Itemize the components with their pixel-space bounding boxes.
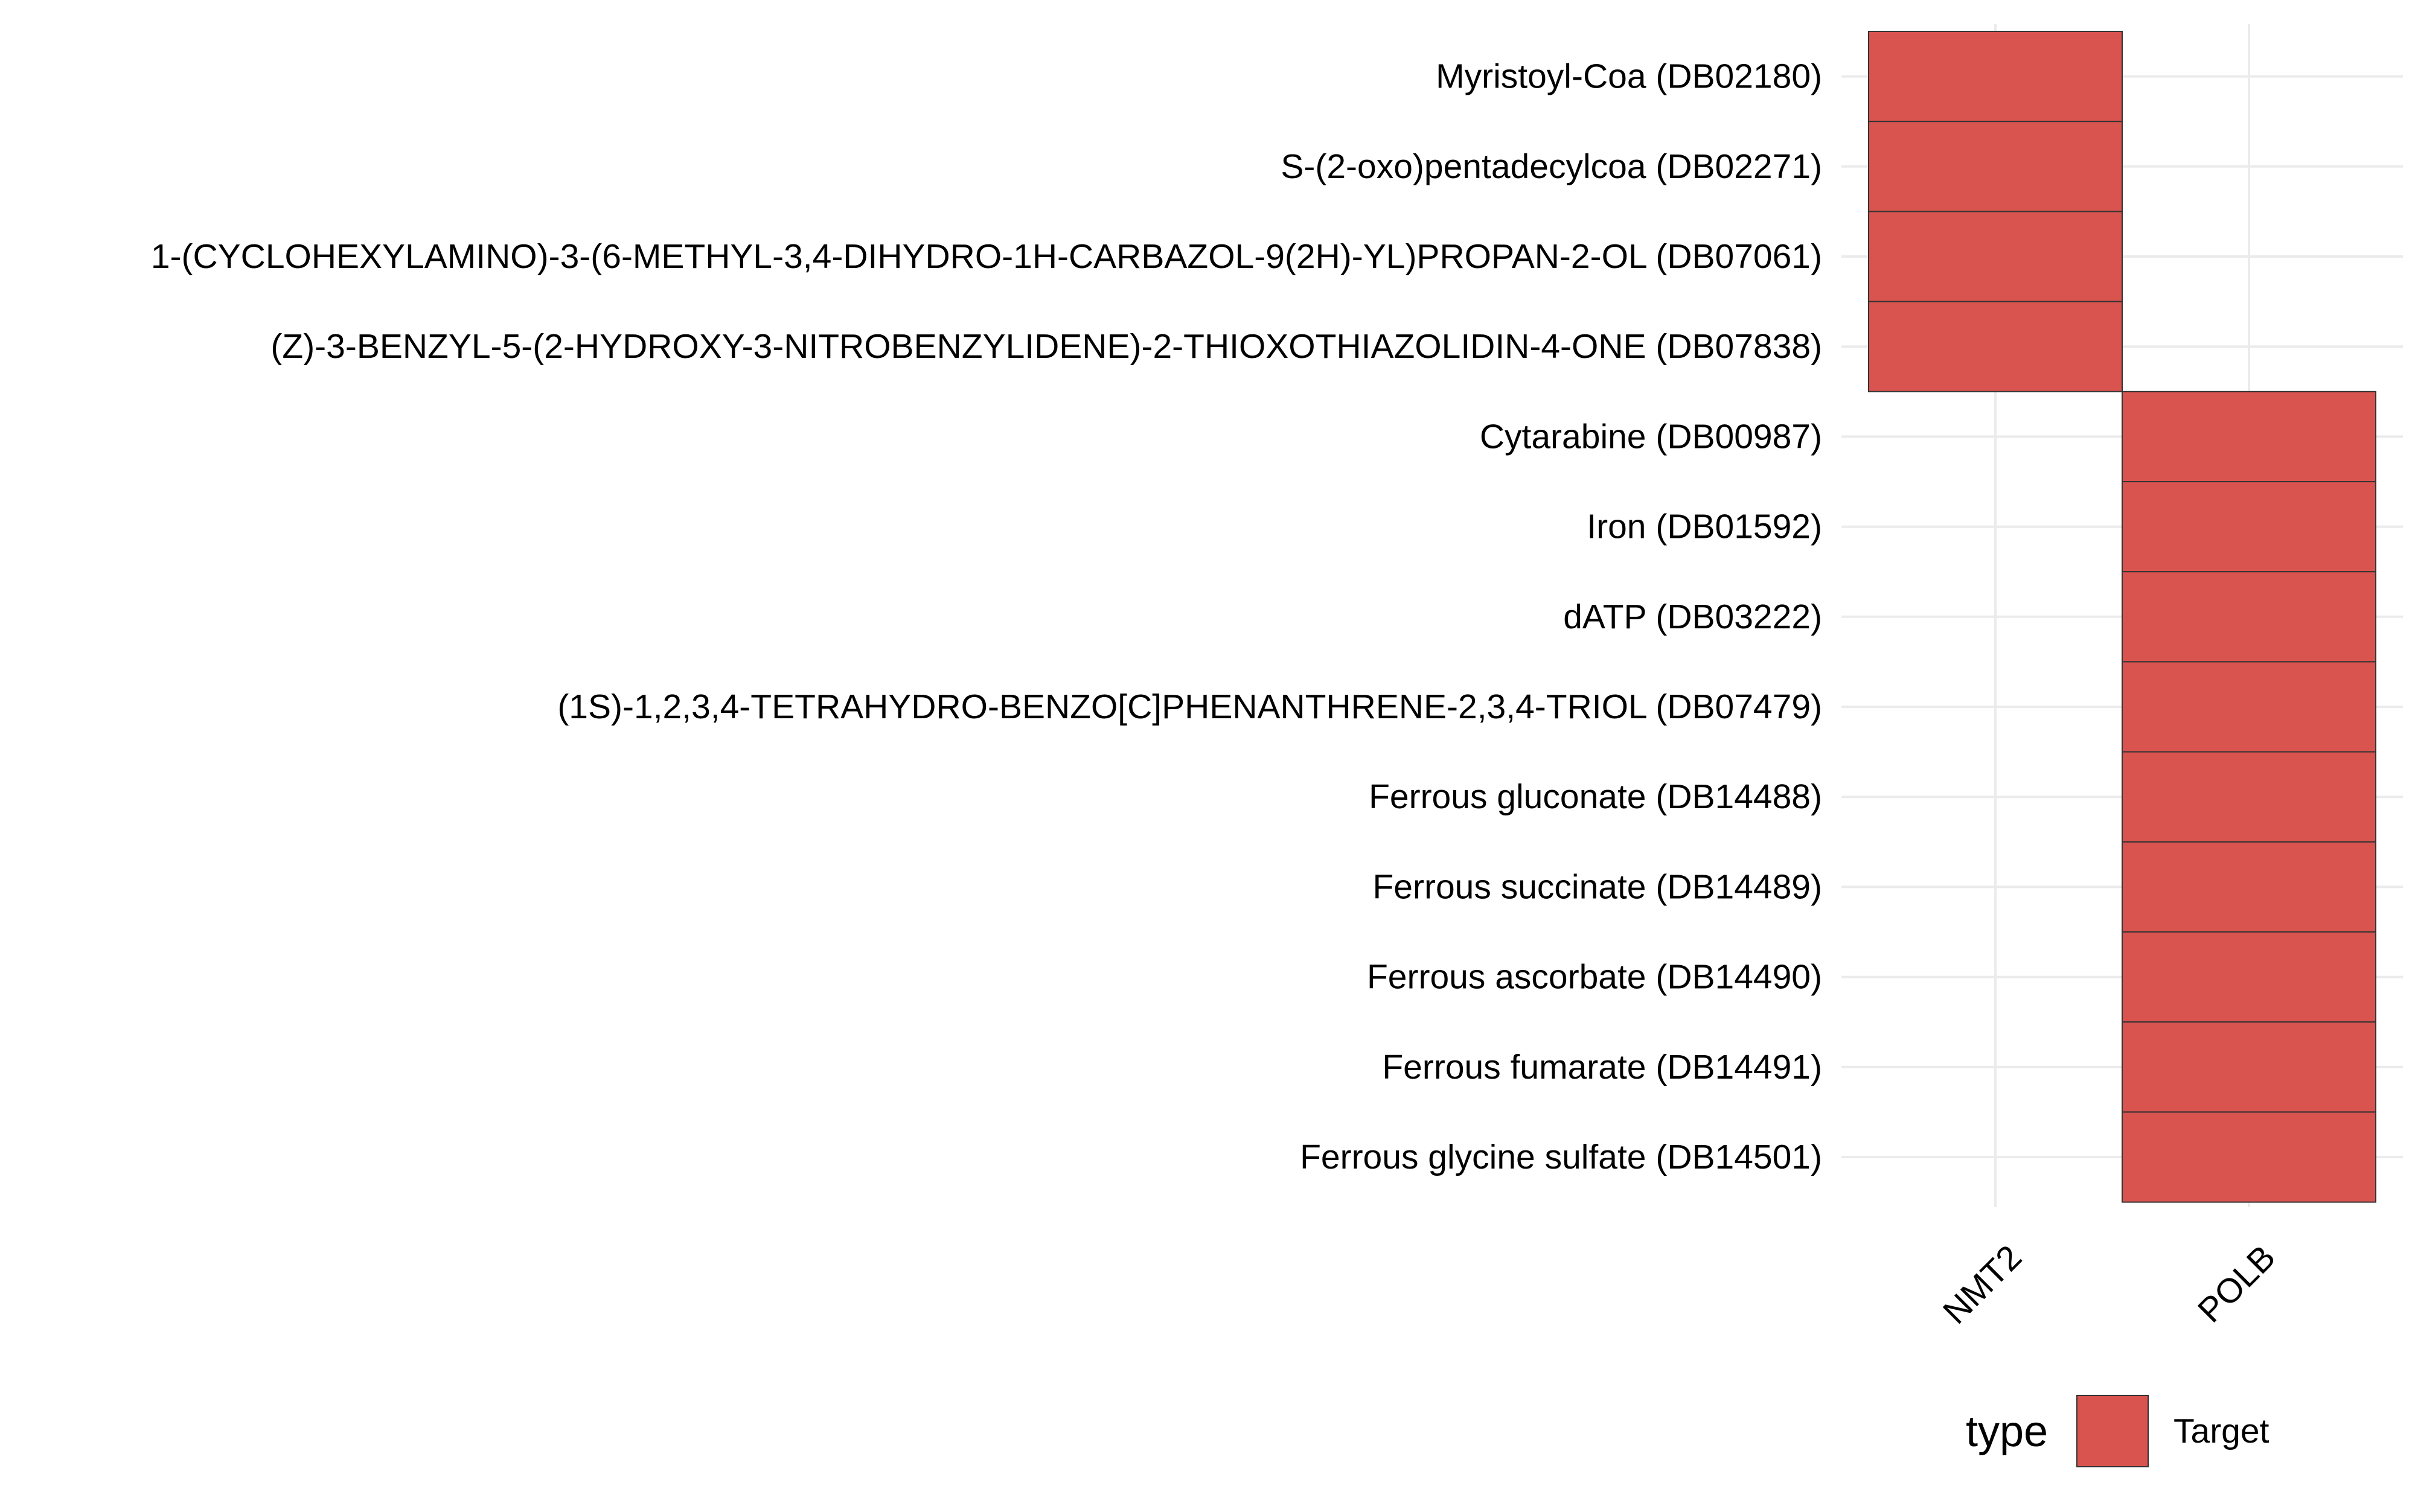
- y-tick-label: 1-(CYCLOHEXYLAMINO)-3-(6-METHYL-3,4-DIHY…: [151, 237, 1822, 276]
- heatmap-cell: [2122, 931, 2376, 1023]
- x-tick-label: POLB: [2190, 1238, 2283, 1330]
- y-tick-label: Ferrous fumarate (DB14491): [1382, 1048, 1822, 1086]
- cell-layer: [1868, 31, 2376, 1203]
- y-tick-label: Myristoyl-Coa (DB02180): [1436, 57, 1822, 96]
- heatmap-cell: [2122, 1111, 2376, 1203]
- x-axis-labels: NMT2 POLB: [1936, 1238, 2283, 1332]
- heatmap-cell: [1868, 31, 2123, 123]
- heatmap-cell: [2122, 1021, 2376, 1113]
- y-tick-label: Iron (DB01592): [1587, 508, 1822, 546]
- y-tick-label: (1S)-1,2,3,4-TETRAHYDRO-BENZO[C]PHENANTH…: [557, 687, 1822, 726]
- y-tick-label: Cytarabine (DB00987): [1480, 417, 1822, 456]
- y-tick-label: Ferrous succinate (DB14489): [1372, 867, 1822, 906]
- heatmap-cell: [2122, 751, 2376, 843]
- heatmap-cell: [2122, 481, 2376, 573]
- heatmap-cell: [2122, 571, 2376, 663]
- y-tick-label: (Z)-3-BENZYL-5-(2-HYDROXY-3-NITROBENZYLI…: [270, 327, 1822, 366]
- y-tick-label: dATP (DB03222): [1563, 598, 1822, 636]
- heatmap-cell: [2122, 661, 2376, 753]
- heatmap-cell: [1868, 121, 2123, 212]
- heatmap-cell: [1868, 211, 2123, 302]
- heatmap-cell: [1868, 301, 2123, 392]
- legend-key: [2076, 1395, 2149, 1467]
- heatmap-cell: [2122, 391, 2376, 482]
- legend: type Target: [1966, 1395, 2269, 1467]
- y-tick-label: S-(2-oxo)pentadecylcoa (DB02271): [1281, 147, 1822, 186]
- legend-title: type: [1966, 1408, 2048, 1456]
- heatmap-cell: [2122, 841, 2376, 933]
- y-tick-label: Ferrous ascorbate (DB14490): [1367, 958, 1822, 997]
- x-tick-label: NMT2: [1936, 1238, 2029, 1332]
- y-tick-label: Ferrous glycine sulfate (DB14501): [1300, 1138, 1822, 1176]
- y-axis-labels: Myristoyl-Coa (DB02180) S-(2-oxo)pentadec…: [151, 57, 1822, 1176]
- y-tick-label: Ferrous gluconate (DB14488): [1369, 777, 1822, 816]
- legend-label: Target: [2174, 1412, 2269, 1450]
